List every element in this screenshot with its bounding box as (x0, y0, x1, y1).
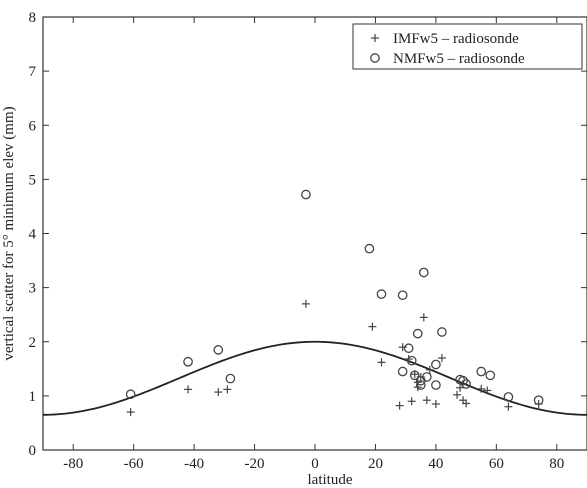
data-point-imfw5 (214, 388, 223, 397)
y-tick-label: 4 (29, 227, 37, 243)
data-point-nmfw5 (397, 290, 408, 301)
data-point-nmfw5 (301, 189, 311, 200)
data-point-imfw5 (477, 384, 486, 393)
data-point-nmfw5 (125, 389, 136, 400)
data-point-imfw5 (301, 299, 310, 308)
data-point-imfw5 (483, 386, 492, 395)
data-point-nmfw5 (376, 289, 387, 299)
data-point-nmfw5 (403, 343, 414, 354)
y-tick-label: 2 (29, 335, 37, 351)
legend: IMFw5 – radiosonde NMFw5 – radiosonde (352, 23, 583, 70)
x-axis-label: latitude (308, 472, 353, 488)
data-point-nmfw5 (421, 372, 432, 382)
data-point-nmfw5 (412, 328, 423, 339)
data-point-imfw5 (398, 343, 407, 352)
y-tick-label: 8 (29, 10, 37, 26)
y-tick-label: 1 (29, 389, 37, 405)
y-tick-label: 3 (29, 281, 37, 297)
plot-area (42, 16, 587, 451)
data-point-nmfw5 (458, 375, 468, 386)
data-point-imfw5 (425, 365, 434, 374)
data-point-nmfw5 (213, 345, 224, 355)
data-point-nmfw5 (364, 243, 375, 254)
data-point-imfw5 (462, 399, 471, 408)
data-point-nmfw5 (418, 267, 429, 278)
plot-frame (42, 16, 587, 451)
y-tick-label: 7 (29, 64, 37, 80)
y-axis: 0 1 2 3 4 5 6 7 8 (29, 10, 587, 459)
data-point-nmfw5 (461, 379, 471, 389)
y-tick-label: 5 (29, 172, 37, 188)
data-point-nmfw5 (503, 392, 514, 402)
data-point-nmfw5 (533, 395, 544, 406)
legend-box (352, 23, 583, 70)
y-tick-label: 6 (29, 118, 37, 134)
data-point-imfw5 (404, 355, 413, 364)
data-point-imfw5 (184, 385, 193, 394)
data-point-nmfw5 (183, 356, 193, 367)
data-point-nmfw5 (431, 380, 441, 390)
y-tick-label: 0 (29, 443, 37, 459)
data-point-imfw5 (126, 408, 135, 417)
x-tick-label: -40 (184, 456, 204, 472)
data-point-nmfw5 (415, 380, 426, 390)
legend-marker-imfw5 (371, 34, 379, 42)
legend-label: IMFw5 – radiosonde (393, 31, 519, 47)
data-point-nmfw5 (409, 370, 420, 381)
x-tick-label: 0 (311, 456, 319, 472)
x-tick-label: -20 (245, 456, 265, 472)
x-axis: -80 -60 -40 -20 0 20 40 60 80 (63, 17, 564, 472)
x-tick-label: 40 (428, 456, 443, 472)
data-point-nmfw5 (431, 359, 441, 370)
y-axis-label: vertical scatter for 5° minimum elev (mm… (1, 106, 17, 360)
data-point-imfw5 (223, 385, 232, 394)
x-tick-label: 60 (489, 456, 504, 472)
data-point-imfw5 (504, 402, 513, 411)
data-point-imfw5 (395, 401, 404, 410)
data-point-nmfw5 (485, 370, 496, 381)
data-point-imfw5 (407, 397, 416, 406)
data-point-nmfw5 (437, 327, 447, 337)
legend-label: NMFw5 – radiosonde (393, 51, 525, 67)
legend-marker-nmfw5 (370, 53, 380, 63)
data-point-imfw5 (453, 390, 462, 399)
x-tick-label: 80 (549, 456, 564, 472)
model-curve (42, 340, 587, 416)
data-point-imfw5 (422, 396, 431, 405)
data-point-imfw5 (437, 353, 446, 362)
data-marks (42, 189, 587, 417)
x-tick-label: 20 (368, 456, 383, 472)
x-tick-label: -60 (124, 456, 144, 472)
data-point-imfw5 (431, 399, 440, 408)
data-point-imfw5 (456, 383, 465, 392)
data-point-imfw5 (368, 322, 377, 331)
data-point-nmfw5 (397, 366, 408, 377)
data-point-imfw5 (377, 358, 386, 367)
data-point-nmfw5 (476, 366, 487, 377)
data-point-imfw5 (419, 313, 428, 322)
data-point-nmfw5 (225, 373, 236, 384)
x-tick-label: -80 (63, 456, 83, 472)
data-point-nmfw5 (406, 355, 417, 366)
